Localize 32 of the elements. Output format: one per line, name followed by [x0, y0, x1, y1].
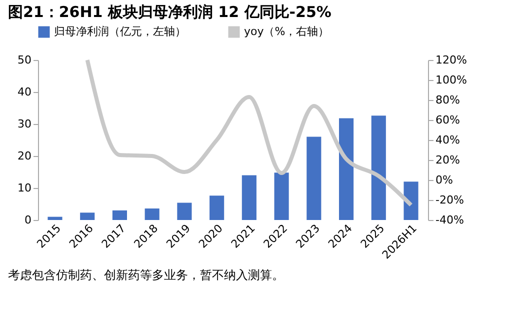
legend-label: yoy（%，右轴）: [244, 25, 330, 38]
bar: [210, 196, 224, 220]
y-tick-label: 20: [18, 150, 32, 162]
y2-tick-label: 80%: [436, 94, 460, 106]
bar: [371, 116, 386, 220]
y2-tick-label: -40%: [436, 214, 464, 226]
y2-tick-label: 20%: [436, 154, 460, 166]
bar: [177, 202, 192, 220]
y2-tick-label: 100%: [436, 74, 467, 86]
y-tick-label: 0: [24, 214, 32, 226]
text: 考虑包含仿制药、创新药等多业务，暂不纳入测算。: [8, 268, 284, 282]
y-tick-label: 10: [18, 182, 32, 194]
y2-tick-label: 120%: [436, 54, 467, 66]
y2-tick-label: 40%: [436, 134, 460, 146]
bar: [404, 182, 418, 220]
y-tick-label: 50: [18, 54, 32, 66]
y2-tick-label: -20%: [436, 194, 464, 206]
bar: [338, 118, 354, 220]
bar: [274, 172, 289, 220]
y2-tick-label: 0%: [436, 174, 453, 186]
chart-title: 图21：26H1 板块归母净利润 12 亿同比-25%: [8, 3, 332, 21]
y-tick-label: 30: [18, 118, 32, 130]
legend-label: 归母净利润（亿元，左轴）: [54, 25, 186, 38]
line-series: [85, 58, 414, 207]
bar: [48, 216, 62, 220]
y-tick-label: 40: [18, 86, 32, 98]
bar: [112, 210, 128, 220]
bar: [80, 212, 95, 220]
y2-tick-label: 60%: [436, 114, 460, 126]
bar: [306, 136, 322, 220]
bar: [242, 175, 256, 220]
bar: [144, 208, 160, 220]
